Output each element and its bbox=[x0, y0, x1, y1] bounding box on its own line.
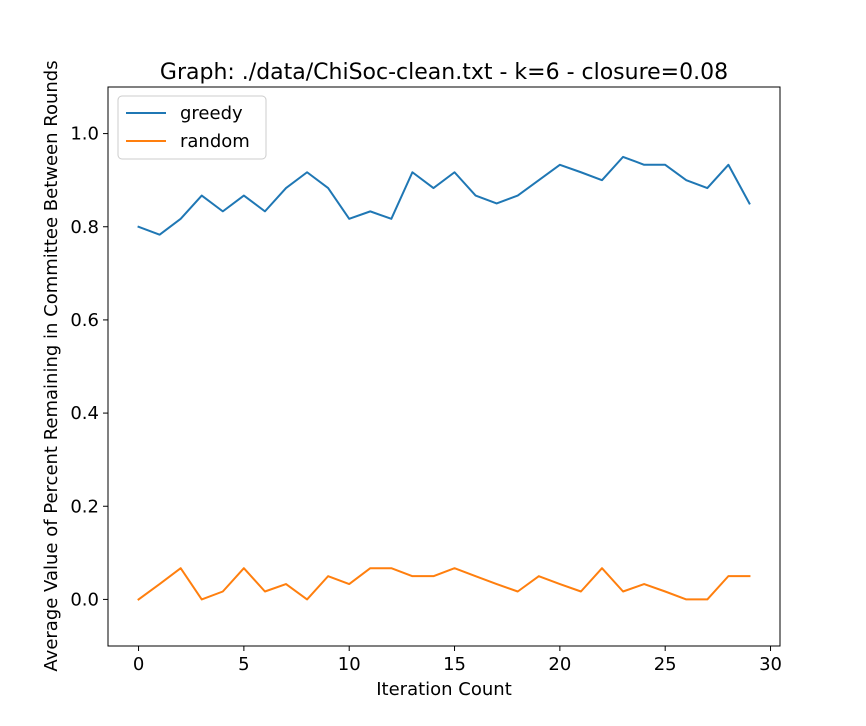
x-tick-label: 30 bbox=[759, 654, 782, 675]
legend: greedy random bbox=[117, 95, 267, 160]
y-axis-label: Average Value of Percent Remaining in Co… bbox=[41, 60, 62, 671]
series-line-greedy bbox=[137, 155, 751, 236]
series-line-random bbox=[137, 567, 751, 601]
x-tick-label: 20 bbox=[548, 654, 571, 675]
y-tick-label: 0.8 bbox=[70, 217, 99, 238]
y-tick-label: 1.0 bbox=[70, 124, 99, 145]
legend-label-greedy: greedy bbox=[180, 103, 243, 124]
x-tick-label: 5 bbox=[238, 654, 249, 675]
y-tick-label: 0.4 bbox=[70, 403, 99, 424]
legend-label-random: random bbox=[180, 131, 250, 152]
x-tick-label: 15 bbox=[443, 654, 466, 675]
plot-area bbox=[108, 87, 780, 646]
plot-area-border bbox=[107, 86, 781, 647]
y-tick-label: 0.2 bbox=[70, 496, 99, 517]
chart-title: Graph: ./data/ChiSoc-clean.txt - k=6 - c… bbox=[160, 60, 728, 85]
x-axis: 0 5 10 15 20 25 30 bbox=[133, 646, 782, 675]
y-tick-label: 0.6 bbox=[70, 310, 99, 331]
series-layer bbox=[137, 155, 751, 601]
x-axis-label: Iteration Count bbox=[376, 679, 512, 700]
x-tick-label: 25 bbox=[654, 654, 677, 675]
x-tick-label: 0 bbox=[133, 654, 144, 675]
y-axis: 0.0 0.2 0.4 0.6 0.8 1.0 bbox=[70, 124, 108, 610]
x-tick-label: 10 bbox=[338, 654, 361, 675]
legend-box bbox=[117, 95, 267, 160]
y-tick-label: 0.0 bbox=[70, 589, 99, 610]
